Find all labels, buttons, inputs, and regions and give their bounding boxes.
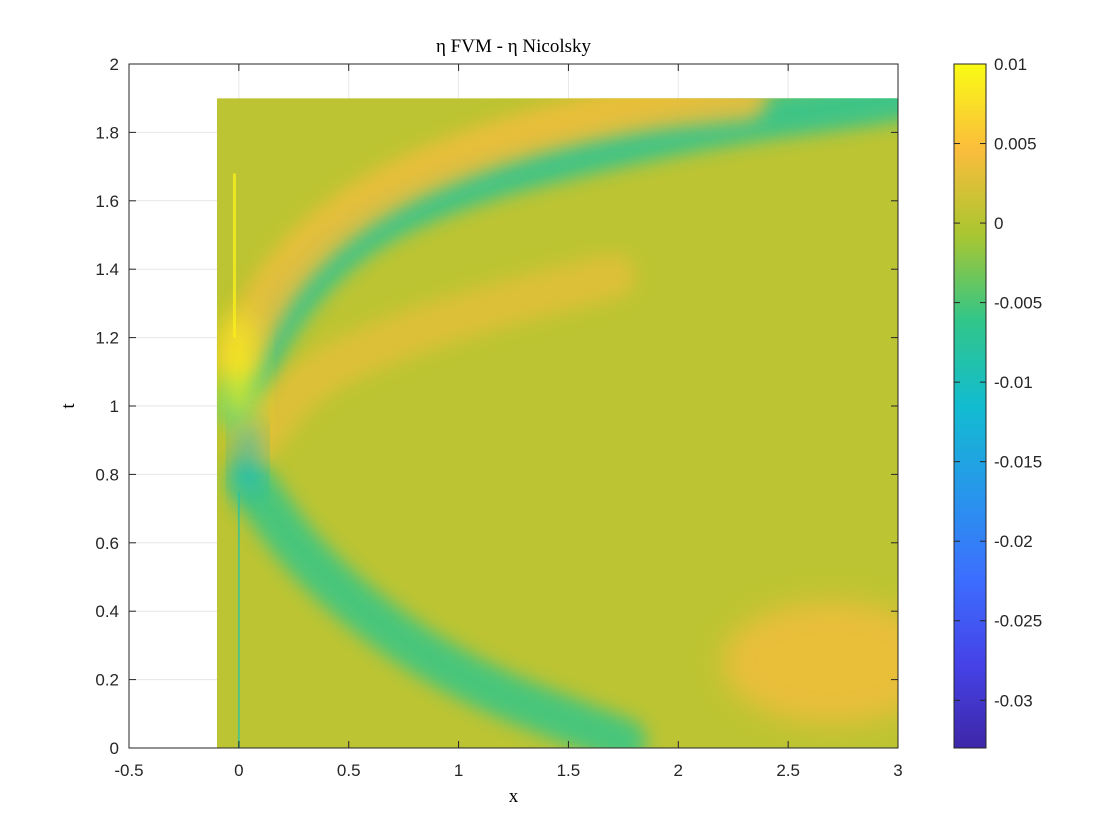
heatmap-band-1 bbox=[226, 458, 647, 748]
y-axis-label: t bbox=[58, 403, 79, 409]
y-tick-label: 0.4 bbox=[95, 602, 119, 621]
y-tick-label: 2 bbox=[110, 55, 119, 74]
heatmap-band-4 bbox=[233, 253, 636, 464]
colorbar-tick-label: -0.02 bbox=[994, 532, 1033, 551]
x-tick-label: 1.5 bbox=[557, 761, 581, 780]
colorbar-tick-label: -0.015 bbox=[994, 453, 1042, 472]
y-tick-label: 1.8 bbox=[95, 123, 119, 142]
colorbar-tick-label: -0.01 bbox=[994, 373, 1033, 392]
colorbar-tick-label: 0.01 bbox=[994, 55, 1027, 74]
colorbar bbox=[953, 63, 987, 749]
colorbar-tick-label: -0.005 bbox=[994, 294, 1042, 313]
heatmap-blob-6 bbox=[236, 416, 259, 499]
y-tick-label: 1 bbox=[110, 397, 119, 416]
x-tick-label: 2 bbox=[674, 761, 683, 780]
chart-title: η FVM - η Nicolsky bbox=[436, 36, 591, 57]
heatmap-band-3 bbox=[216, 98, 768, 378]
heatmap-blob-5 bbox=[221, 310, 257, 434]
colorbar-tick-label: 0 bbox=[994, 214, 1003, 233]
y-tick-label: 1.4 bbox=[95, 260, 119, 279]
x-tick-label: 1 bbox=[454, 761, 463, 780]
heatmap-field bbox=[216, 98, 898, 748]
x-tick-label: 0 bbox=[234, 761, 243, 780]
y-tick-label: 0.6 bbox=[95, 534, 119, 553]
x-axis: -0.5 0 0.5 1 1.5 2 2.5 3 bbox=[114, 64, 903, 780]
y-tick-label: 0 bbox=[110, 739, 119, 758]
x-tick-label: -0.5 bbox=[114, 761, 143, 780]
y-tick-label: 1.2 bbox=[95, 329, 119, 348]
y-tick-label: 0.2 bbox=[95, 671, 119, 690]
y-axis: 0 0.2 0.4 0.6 0.8 1 1.2 1.4 1.6 1.8 2 bbox=[95, 55, 898, 758]
x-tick-label: 0.5 bbox=[337, 761, 361, 780]
x-tick-label: 3 bbox=[893, 761, 902, 780]
x-axis-label: x bbox=[509, 786, 519, 807]
heatmap-blob-7 bbox=[722, 600, 898, 725]
colorbar-tick-label: -0.025 bbox=[994, 612, 1042, 631]
colorbar-tick-label: 0.005 bbox=[994, 135, 1037, 154]
y-tick-label: 0.8 bbox=[95, 465, 119, 484]
y-tick-label: 1.6 bbox=[95, 192, 119, 211]
colorbar-tick-label: -0.03 bbox=[994, 691, 1033, 710]
colorbar-ticks: 0.01 0.005 0 -0.005 -0.01 -0.015 -0.02 -0.025 -0… bbox=[954, 55, 1042, 710]
x-tick-label: 2.5 bbox=[776, 761, 800, 780]
